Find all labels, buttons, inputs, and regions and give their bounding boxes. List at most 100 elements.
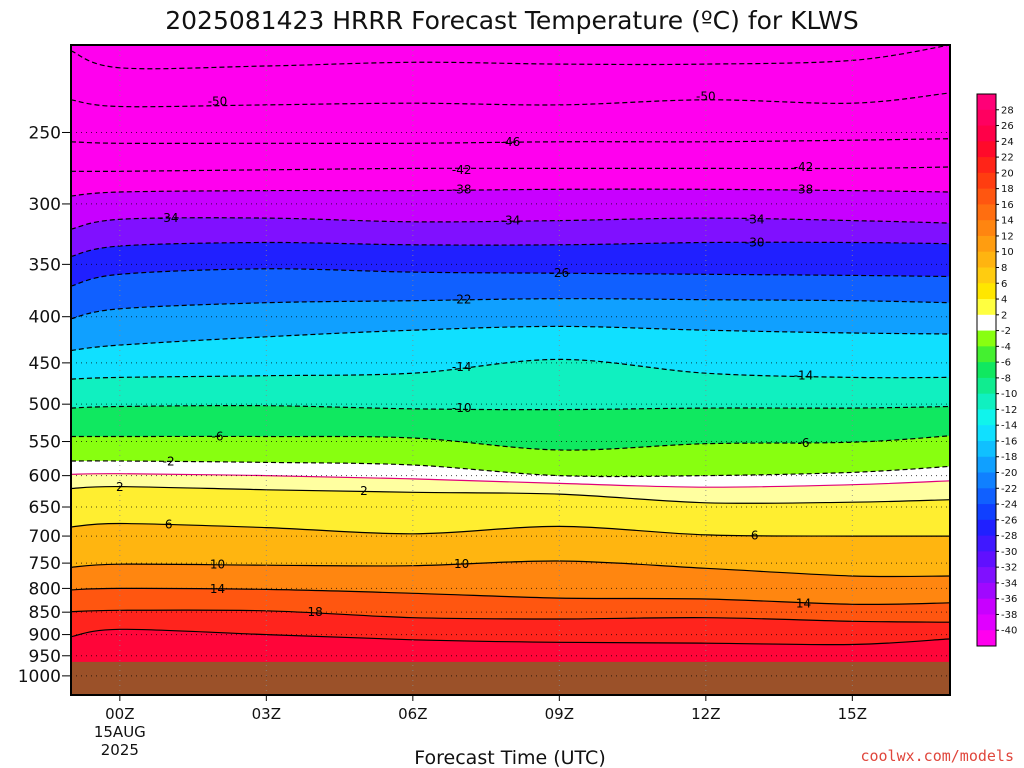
colorbar-label: 26 <box>1001 121 1014 132</box>
colorbar-swatch <box>977 267 996 284</box>
colorbar-swatch <box>977 188 996 205</box>
contour-label: -34 <box>745 212 765 226</box>
colorbar-swatch <box>977 488 996 505</box>
colorbar-swatch <box>977 409 996 426</box>
contour-label: -6 <box>212 430 224 444</box>
plot-area: -50 -50-46-42 -42-38 -38-34 -34 -34-30-26-22-… <box>70 44 951 696</box>
colorbar-swatch <box>977 346 996 363</box>
colorbar-label: 14 <box>1001 216 1014 227</box>
colorbar-swatch <box>977 472 996 489</box>
colorbar-swatch <box>977 551 996 568</box>
colorbar-swatch <box>977 504 996 521</box>
colorbar-label: -34 <box>1001 578 1017 589</box>
colorbar-label: -14 <box>1001 421 1017 432</box>
chart-title: 2025081423 HRRR Forecast Temperature (ºC… <box>165 6 859 35</box>
colorbar-swatch <box>977 157 996 174</box>
colorbar-swatch <box>977 299 996 316</box>
y-tick-label: 450 <box>29 354 61 374</box>
contour-labels: -50 -50-46-42 -42-38 -38-34 -34 -34-30-26-22-… <box>116 89 813 619</box>
isotherm-line <box>71 560 950 578</box>
colorbar-label: -16 <box>1001 436 1017 447</box>
below-ground-area <box>71 661 950 695</box>
y-tick-label: 400 <box>29 308 61 328</box>
contour-label: 10 <box>210 558 225 572</box>
colorbar-label: -12 <box>1001 405 1017 416</box>
isotherm-line <box>71 358 950 380</box>
isotherm-line <box>71 325 950 352</box>
colorbar-label: 22 <box>1001 153 1014 164</box>
isotherm-line <box>71 268 950 287</box>
colorbar-label: 12 <box>1001 231 1014 242</box>
x-tick-label: 09Z <box>545 705 574 723</box>
y-tick-label: 600 <box>29 467 61 487</box>
colorbar-label: -20 <box>1001 468 1017 479</box>
colorbar-label: 6 <box>1001 279 1007 290</box>
colorbar-label: -36 <box>1001 594 1017 605</box>
colorbar-swatch <box>977 362 996 379</box>
site-credit-link[interactable]: coolwx.com/models <box>860 747 1014 765</box>
colorbar-swatch <box>977 377 996 395</box>
colorbar-label: -18 <box>1001 452 1017 463</box>
isotherm-line <box>71 522 950 537</box>
y-tick-label: 800 <box>29 579 61 599</box>
plot-frame <box>70 44 951 696</box>
colorbar-label: -10 <box>1001 389 1017 400</box>
isotherm-line <box>71 404 950 411</box>
colorbar-label: 4 <box>1001 295 1007 306</box>
colorbar-label: -4 <box>1001 342 1011 353</box>
contour-label: -50 <box>208 94 228 108</box>
colorbar-swatch <box>977 582 996 600</box>
colorbar-label: -2 <box>1001 326 1011 337</box>
contour-label: -42 <box>452 163 472 177</box>
contour-label: -10 <box>452 401 472 415</box>
y-tick-label: 350 <box>29 255 61 275</box>
contour-label: -38 <box>794 182 814 196</box>
x-tick-label: 06Z <box>398 705 427 723</box>
colorbar-swatch <box>977 440 996 458</box>
isotherm-line <box>71 435 950 451</box>
isotherm-line <box>71 473 950 488</box>
contour-label: 6 <box>165 518 173 532</box>
isotherm-line <box>71 460 950 478</box>
y-tick-label: 550 <box>29 433 61 453</box>
isotherm-line <box>71 609 950 623</box>
contour-label: -46 <box>501 135 521 149</box>
colorbar-swatch <box>977 598 996 615</box>
isotherm-line <box>71 628 950 646</box>
isotherm-line <box>71 92 950 108</box>
contour-label: -14 <box>794 369 814 383</box>
isotherm-line <box>71 241 950 257</box>
colorbar-swatch <box>977 393 996 410</box>
colorbar-label: -6 <box>1001 358 1011 369</box>
y-axis-pressure-ticks: 250 300 350 400 450 500 550 600 650 700 750 800 850 9… <box>18 123 71 687</box>
colorbar-label: -30 <box>1001 547 1017 558</box>
contour-label: 2 <box>116 480 124 494</box>
colorbar-frame <box>976 93 997 647</box>
contour-label: -22 <box>452 293 472 307</box>
contour-label: 10 <box>454 557 469 571</box>
colorbar-label: 16 <box>1001 200 1014 211</box>
colorbar-label: 10 <box>1001 247 1014 258</box>
colorbar-label: 20 <box>1001 168 1014 179</box>
colorbar-label: -8 <box>1001 373 1011 384</box>
colorbar-swatch <box>977 535 996 552</box>
colorbar-swatch <box>977 614 996 631</box>
colorbar-swatch <box>977 456 996 474</box>
isotherm-line <box>71 485 950 504</box>
isotherm-line <box>71 138 950 144</box>
colorbar-swatch <box>977 204 996 221</box>
isotherm-line <box>71 188 950 197</box>
contour-label: -2 <box>163 455 175 469</box>
contour-label: 14 <box>796 596 811 610</box>
contour-label: -50 <box>696 89 716 103</box>
contour-label: -30 <box>745 235 765 249</box>
contour-label: -38 <box>452 182 472 196</box>
colorbar-label: 24 <box>1001 137 1014 148</box>
colorbar-swatch <box>977 172 996 190</box>
y-tick-label: 1000 <box>18 667 61 687</box>
contour-label: 2 <box>360 484 368 498</box>
colorbar-label: -38 <box>1001 610 1017 621</box>
colorbar-label: 2 <box>1001 310 1007 321</box>
x-axis-label: Forecast Time (UTC) <box>414 747 605 768</box>
